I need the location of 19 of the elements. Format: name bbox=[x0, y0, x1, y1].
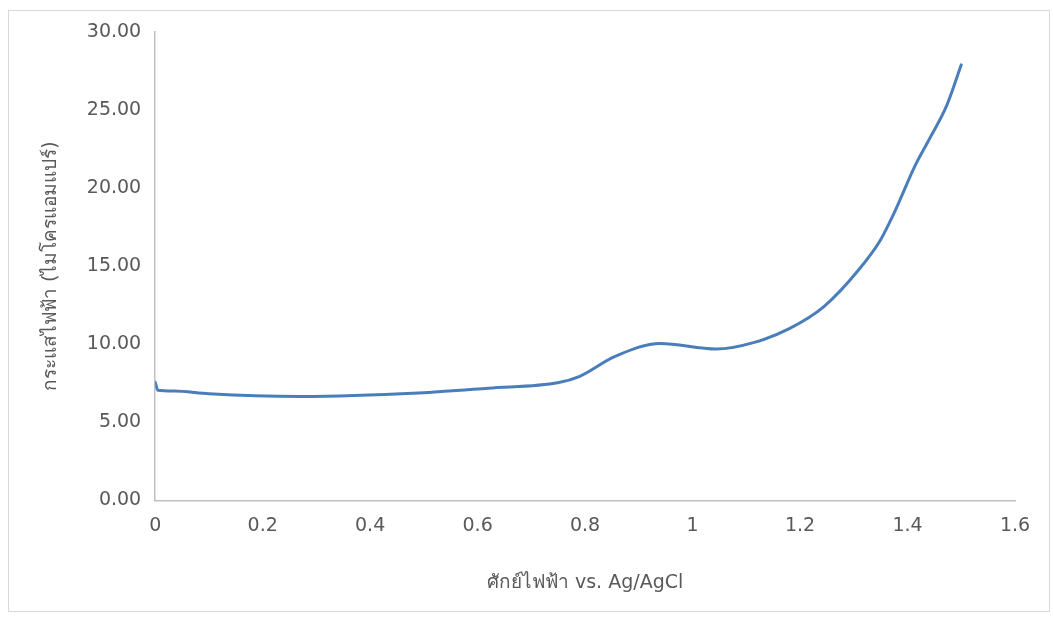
y-tick-label: 0.00 bbox=[98, 487, 142, 510]
line-series bbox=[155, 63, 963, 398]
y-tick-label: 5.00 bbox=[98, 409, 142, 432]
y-tick-label: 30.00 bbox=[86, 18, 142, 41]
x-tick-label: 1 bbox=[686, 512, 699, 535]
x-tick-label: 0.2 bbox=[247, 512, 278, 535]
x-tick-label: 1.2 bbox=[784, 512, 816, 535]
x-tick-label: 1.6 bbox=[999, 512, 1031, 535]
y-tick-label: 15.00 bbox=[86, 253, 142, 276]
x-tick-label: 0.4 bbox=[355, 512, 386, 535]
x-tick-label: 0.8 bbox=[569, 512, 601, 535]
x-tick-label: 1.4 bbox=[892, 512, 923, 535]
y-tick-label: 20.00 bbox=[86, 175, 142, 198]
y-tick-label: 25.00 bbox=[86, 97, 142, 119]
y-tick-label: 10.00 bbox=[86, 331, 142, 354]
y-axis-title: กระแสไฟฟ้า (ไมโครแอมแปร์) bbox=[38, 141, 61, 392]
x-tick-label: 0.6 bbox=[462, 512, 493, 535]
x-tick-label: 0 bbox=[149, 512, 162, 535]
x-axis-title: ศักย์ไฟฟ้า vs. Ag/AgCl bbox=[486, 569, 684, 592]
